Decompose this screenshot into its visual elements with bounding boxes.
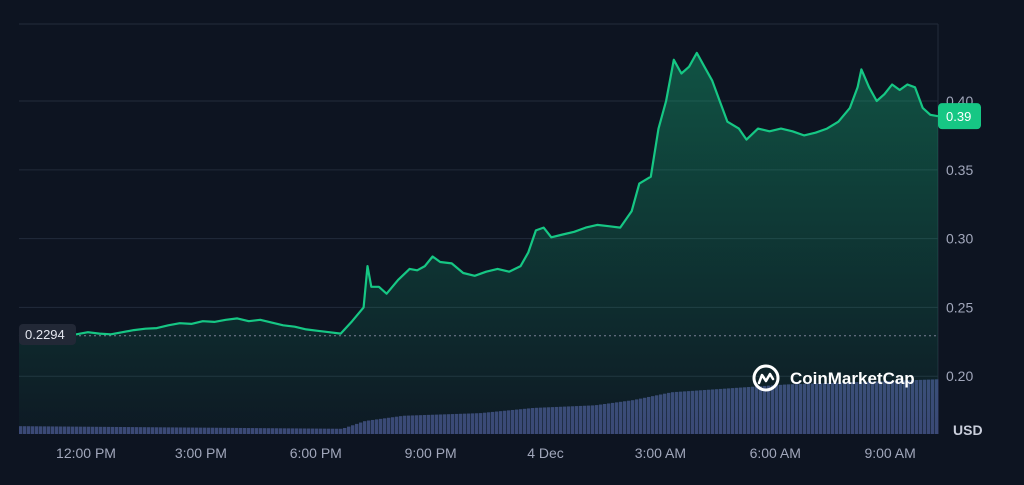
currency-unit-label: USD	[953, 422, 983, 438]
x-tick-label: 9:00 AM	[864, 445, 915, 461]
x-tick-label: 3:00 AM	[635, 445, 686, 461]
coinmarketcap-watermark: CoinMarketCap	[752, 364, 915, 392]
watermark-text: CoinMarketCap	[790, 369, 915, 388]
current-price-label: 0.39	[946, 109, 971, 124]
y-tick-label: 0.20	[946, 368, 973, 384]
x-tick-label: 12:00 PM	[56, 445, 116, 461]
coinmarketcap-logo-icon	[752, 364, 780, 392]
x-tick-label: 6:00 PM	[290, 445, 342, 461]
y-tick-label: 0.35	[946, 162, 973, 178]
x-tick-label: 3:00 PM	[175, 445, 227, 461]
current-price-badge: 0.39	[938, 103, 981, 130]
start-price-badge: 0.2294	[19, 324, 76, 345]
price-line	[18, 51, 939, 338]
y-axis: 0.200.250.300.350.40	[946, 93, 973, 384]
y-tick-label: 0.30	[946, 231, 973, 247]
x-tick-label: 4 Dec	[527, 445, 564, 461]
x-tick-label: 9:00 PM	[405, 445, 457, 461]
start-price-label: 0.2294	[25, 327, 65, 342]
x-axis: 12:00 PM 3:00 PM 6:00 PM 9:00 PM 4 Dec 3:00 A…	[56, 445, 916, 461]
price-area	[19, 52, 938, 435]
x-tick-label: 6:00 AM	[750, 445, 801, 461]
y-tick-label: 0.25	[946, 299, 973, 315]
